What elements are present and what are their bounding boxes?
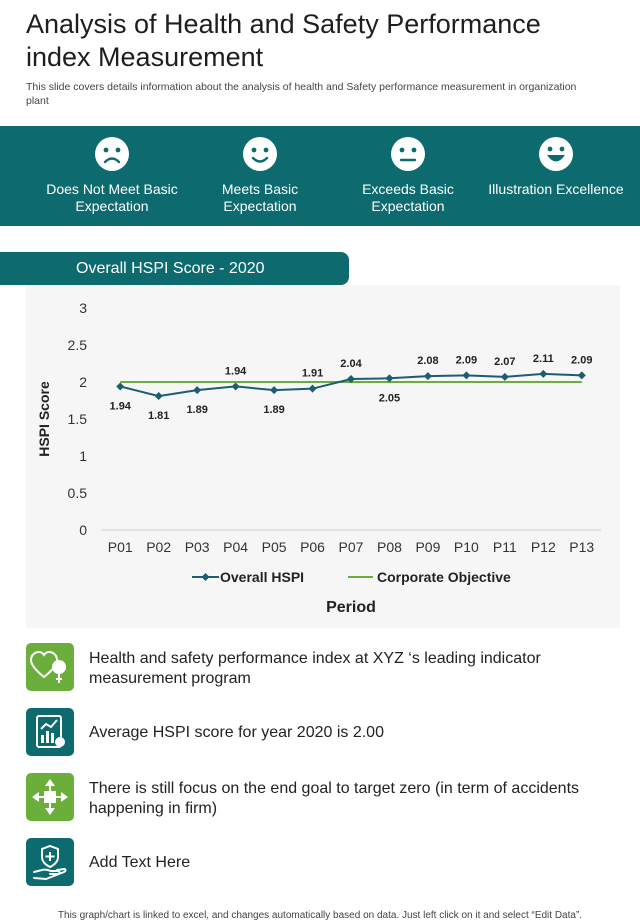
data-label: 1.81	[148, 410, 169, 422]
legend-objective-label: Corporate Objective	[377, 569, 511, 585]
bullet-item: Health and safety performance index at X…	[26, 643, 596, 693]
y-axis-title: HSPI Score	[36, 381, 52, 457]
x-tick-label: P13	[569, 539, 594, 555]
hspi-point	[308, 384, 317, 393]
bullet-item: Average HSPI score for year 2020 is 2.00	[26, 708, 596, 758]
y-tick-label: 2	[79, 374, 87, 390]
arrows-target-icon	[32, 779, 68, 815]
footer-note: This graph/chart is linked to excel, and…	[57, 910, 583, 921]
hspi-point	[193, 386, 202, 395]
smile-face-icon	[243, 137, 277, 171]
data-label: 1.89	[263, 404, 284, 416]
hand-shield-icon	[33, 844, 67, 881]
x-tick-label: P12	[531, 539, 556, 555]
icon-tile	[26, 773, 74, 821]
grin-face-icon	[539, 137, 573, 171]
hspi-point	[462, 371, 471, 380]
x-tick-label: P03	[185, 539, 210, 555]
sad-face-icon	[95, 137, 129, 171]
rating-label: Meets Basic Expectation	[221, 181, 299, 214]
x-axis-title: Period	[326, 599, 376, 616]
page-subtitle: This slide covers details information ab…	[26, 81, 577, 107]
rating-scale-band: Does Not Meet Basic Expectation Meets Ba…	[0, 126, 640, 226]
icon-tile	[26, 838, 74, 886]
rating-excellence: Illustration Excellence	[482, 126, 630, 226]
x-tick-label: P06	[300, 539, 325, 555]
bullet-text: Add Text Here	[89, 854, 191, 871]
hspi-point	[347, 375, 355, 384]
data-label: 2.09	[571, 354, 592, 366]
chart-panel: 0 0.5 1 1.5 2 2.5 3 P01 P02 P03 P04 P05 P06 P07 P08 P09…	[26, 285, 620, 628]
data-label: 2.09	[456, 354, 477, 366]
rating-label: Illustration Excellence	[488, 181, 624, 197]
hspi-point	[270, 386, 279, 395]
rating-meets: Meets Basic Expectation	[186, 126, 334, 226]
y-tick-label: 2.5	[68, 337, 88, 353]
bullet-item: There is still focus on the end goal to …	[26, 773, 596, 823]
x-tick-label: P01	[108, 539, 133, 555]
y-tick-label: 0.5	[68, 485, 88, 501]
hspi-line-chart: 0 0.5 1 1.5 2 2.5 3 P01 P02 P03 P04 P05 P06 P07 P08 P09…	[36, 300, 601, 616]
hspi-point	[539, 369, 548, 378]
y-tick-label: 3	[79, 300, 87, 316]
hspi-point	[231, 382, 240, 391]
x-tick-label: P04	[223, 539, 248, 555]
x-tick-label: P11	[493, 539, 517, 555]
y-tick-label: 1.5	[68, 411, 88, 427]
rating-label: Exceeds Basic Expectation	[362, 181, 454, 214]
legend-hspi-label: Overall HSPI	[220, 569, 304, 585]
x-tick-label: P10	[454, 539, 479, 555]
chart-title-tab: Overall HSPI Score - 2020	[0, 252, 349, 285]
rating-does-not-meet: Does Not Meet Basic Expectation	[38, 126, 186, 226]
bullet-item: Add Text Here	[26, 838, 596, 888]
x-tick-label: P07	[339, 539, 364, 555]
x-tick-label: P05	[262, 539, 287, 555]
hspi-point	[423, 372, 432, 381]
data-label: 1.91	[302, 368, 323, 380]
data-label: 2.08	[417, 355, 438, 367]
neutral-face-icon	[391, 137, 425, 171]
data-label: 1.94	[110, 400, 132, 412]
icon-tile	[26, 643, 74, 691]
report-chart-icon	[36, 715, 65, 748]
page-title: Analysis of Health and Safety Performanc…	[26, 9, 541, 72]
hspi-point	[154, 392, 163, 401]
hspi-point	[385, 374, 394, 383]
icon-tile	[26, 708, 74, 756]
x-tick-label: P09	[415, 539, 440, 555]
y-tick-label: 1	[79, 448, 87, 464]
rating-label: Does Not Meet Basic Expectation	[46, 181, 178, 214]
legend-hspi-marker	[201, 573, 210, 581]
data-label: 2.11	[533, 353, 554, 365]
bullet-text: Average HSPI score for year 2020 is 2.00	[89, 724, 384, 741]
data-label: 2.05	[379, 392, 400, 404]
hspi-point	[500, 372, 509, 381]
x-tick-label: P02	[146, 539, 171, 555]
bullet-text: There is still focus on the end goal to …	[89, 780, 580, 817]
hspi-point	[116, 382, 125, 391]
data-label: 1.89	[186, 404, 207, 416]
data-label: 2.04	[340, 358, 362, 370]
x-tick-label: P08	[377, 539, 402, 555]
y-tick-label: 0	[79, 522, 87, 538]
heart-leaf-icon	[29, 650, 66, 683]
bullet-text: Health and safety performance index at X…	[89, 650, 541, 687]
data-label: 2.07	[494, 356, 515, 368]
data-label: 1.94	[225, 365, 247, 377]
hspi-point	[577, 371, 586, 380]
rating-exceeds: Exceeds Basic Expectation	[334, 126, 482, 226]
